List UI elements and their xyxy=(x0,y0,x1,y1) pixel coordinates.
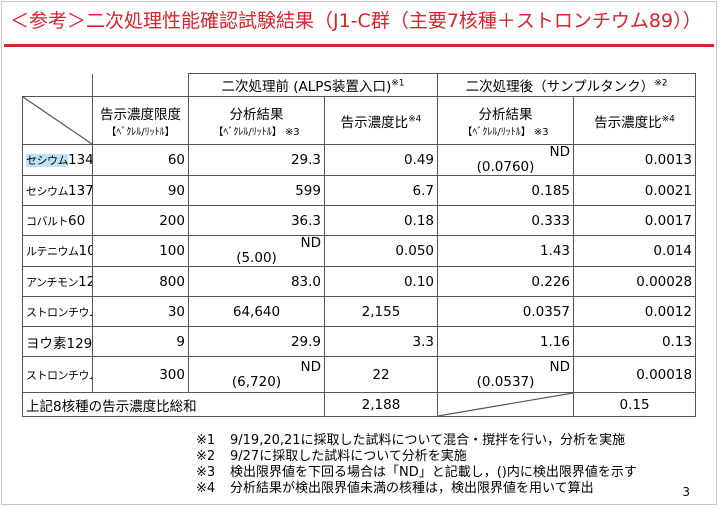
total-empty-cell xyxy=(437,392,575,417)
after-analysis-value: 1.16 xyxy=(437,326,575,357)
header-corner-cell xyxy=(22,96,93,145)
total-row: 上記8核種の告示濃度比総和 2,188 0.15 xyxy=(22,392,697,417)
before-analysis-value: 83.0 xyxy=(188,266,325,297)
after-ratio-value: 0.00018 xyxy=(573,356,697,393)
before-ratio-value: 22 xyxy=(323,356,439,393)
header-before-ratio: 告示濃度比※4 xyxy=(323,96,439,145)
before-ratio-value: 0.050 xyxy=(323,235,439,267)
total-label: 上記8核種の告示濃度比総和 xyxy=(22,392,325,417)
before-analysis-value: 599 xyxy=(188,175,325,206)
limit-value: 100 xyxy=(92,235,189,267)
table-row: セシウム137 90 599 6.7 0.185 0.0021 xyxy=(22,175,697,206)
header-after-group: 二次処理後（サンプルタンク）※2 xyxy=(437,73,697,97)
after-analysis-value: ND (0.0537) xyxy=(437,356,575,393)
after-ratio-value: 0.13 xyxy=(573,326,697,357)
table-row: ルテニウム106 100 ND(5.00) 0.050 1.43 0.014 xyxy=(22,235,697,267)
before-ratio-value: 0.10 xyxy=(323,266,439,297)
after-ratio-value: 0.0021 xyxy=(573,175,697,206)
nuclide-name: ルテニウム106 xyxy=(22,235,93,267)
footnotes: ※1 9/19,20,21に採取した試料について混合・撹拌を行い，分析を実施 ※2… xyxy=(196,433,637,497)
after-analysis-value: 0.0357 xyxy=(437,296,575,327)
footnote: ※4 分析結果が検出限界値未満の核種は，検出限界値を用いて算出 xyxy=(196,481,594,496)
after-ratio-value: 0.0013 xyxy=(573,144,697,176)
table-row: セシウム134 60 29.3 0.49 ND (0.0760) 0.0013 xyxy=(22,144,697,176)
after-ratio-value: 0.0012 xyxy=(573,296,697,327)
footnote: ※1 9/19,20,21に採取した試料について混合・撹拌を行い，分析を実施 xyxy=(196,433,626,448)
after-ratio-value: 0.00028 xyxy=(573,266,697,297)
after-analysis-value: 0.333 xyxy=(437,205,575,236)
diagonal-line xyxy=(438,393,573,416)
title-divider xyxy=(4,44,714,47)
limit-value: 800 xyxy=(92,266,189,297)
header-after-ratio: 告示濃度比※4 xyxy=(573,96,697,145)
nuclide-name: コバルト60 xyxy=(22,205,93,236)
results-table: 二次処理前 (ALPS装置入口)※1 二次処理後（サンプルタンク）※2 告示濃度… xyxy=(22,73,697,417)
table-row: コバルト60 200 36.3 0.18 0.333 0.0017 xyxy=(22,205,697,236)
nuclide-name: ストロンチウム89 xyxy=(22,356,93,393)
header-before-analysis: 分析結果 【ﾍﾞｸﾚﾙ/ﾘｯﾄﾙ】 ※3 xyxy=(188,96,325,145)
after-analysis-value: 0.185 xyxy=(437,175,575,206)
header-after-analysis: 分析結果 【ﾍﾞｸﾚﾙ/ﾘｯﾄﾙ】 ※3 xyxy=(437,96,575,145)
limit-value: 300 xyxy=(92,356,189,393)
before-ratio-value: 0.49 xyxy=(323,144,439,176)
after-analysis-value: 1.43 xyxy=(437,235,575,267)
footnote: ※2 9/27に採取した試料について分析を実施 xyxy=(196,449,467,464)
header-limit: 告示濃度限度 【ﾍﾞｸﾚﾙ/ﾘｯﾄﾙ】 xyxy=(92,96,189,145)
table-row: ストロンチウム89 300 ND(6,720) 22 ND(0.0537) 0.… xyxy=(22,356,697,393)
before-ratio-value: 0.18 xyxy=(323,205,439,236)
limit-value: 60 xyxy=(92,144,189,176)
footnote: ※3 検出限界値を下回る場合は「ND」と記載し，()内に検出限界値を示す xyxy=(196,465,637,480)
nuclide-name: セシウム137 xyxy=(22,175,93,206)
before-analysis-value: ND (5.00) xyxy=(188,235,325,267)
before-analysis-value: 29.3 xyxy=(188,144,325,176)
before-ratio-value: 2,155 xyxy=(323,296,439,327)
page-title: ＜参考＞二次処理性能確認試験結果（J1-C群（主要7核種＋ストロンチウム89）） xyxy=(10,10,702,32)
table-row: アンチモン125 800 83.0 0.10 0.226 0.00028 xyxy=(22,266,697,297)
after-analysis-value: 0.226 xyxy=(437,266,575,297)
before-analysis-value: 64,640 xyxy=(188,296,325,327)
before-analysis-value: ND (6,720) xyxy=(188,356,325,393)
before-analysis-value: 29.9 xyxy=(188,326,325,357)
page-number: 3 xyxy=(682,485,690,499)
before-ratio-value: 3.3 xyxy=(323,326,439,357)
limit-value: 200 xyxy=(92,205,189,236)
table-row: ヨウ素129 9 29.9 3.3 1.16 0.13 xyxy=(22,326,697,357)
header-row-group: 二次処理前 (ALPS装置入口)※1 二次処理後（サンプルタンク）※2 xyxy=(22,73,697,97)
nuclide-name: アンチモン125 xyxy=(22,266,93,297)
before-ratio-value: 6.7 xyxy=(323,175,439,206)
nuclide-name: ヨウ素129 xyxy=(22,326,93,357)
limit-value: 9 xyxy=(92,326,189,357)
total-before-ratio: 2,188 xyxy=(323,392,439,417)
after-ratio-value: 0.014 xyxy=(573,235,697,267)
before-analysis-value: 36.3 xyxy=(188,205,325,236)
diagonal-line xyxy=(23,97,92,144)
nuclide-name: ストロンチウム90 xyxy=(22,296,93,327)
total-after-ratio: 0.15 xyxy=(573,392,697,417)
header-row-columns: 告示濃度限度 【ﾍﾞｸﾚﾙ/ﾘｯﾄﾙ】 分析結果 【ﾍﾞｸﾚﾙ/ﾘｯﾄﾙ】 ※3… xyxy=(22,96,697,145)
after-analysis-value: ND (0.0760) xyxy=(437,144,575,176)
table-row: ストロンチウム90 30 64,640 2,155 0.0357 0.0012 xyxy=(22,296,697,327)
limit-value: 30 xyxy=(92,296,189,327)
limit-value: 90 xyxy=(92,175,189,206)
header-before-group: 二次処理前 (ALPS装置入口)※1 xyxy=(187,73,439,97)
nuclide-name: セシウム134 xyxy=(22,144,93,176)
after-ratio-value: 0.0017 xyxy=(573,205,697,236)
